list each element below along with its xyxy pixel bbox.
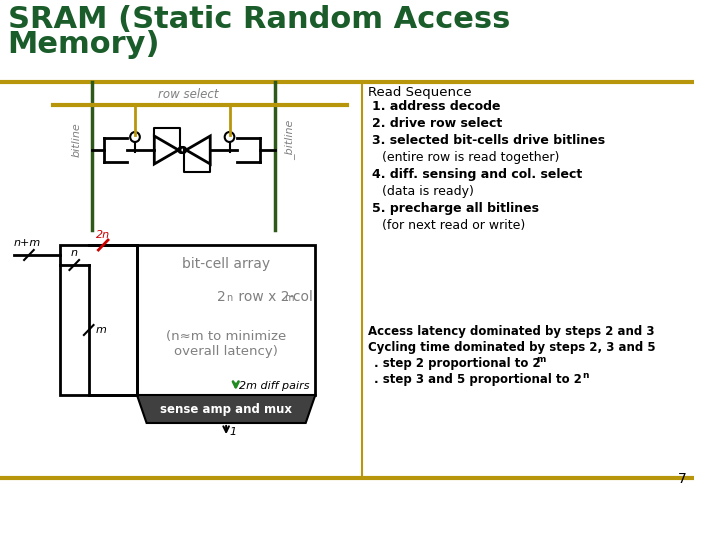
Text: n: n bbox=[71, 248, 78, 258]
Text: (entire row is read together): (entire row is read together) bbox=[382, 151, 559, 164]
Text: row x 2: row x 2 bbox=[234, 290, 289, 304]
Text: (n≈m to minimize
overall latency): (n≈m to minimize overall latency) bbox=[166, 330, 287, 358]
Text: Cycling time dominated by steps 2, 3 and 5: Cycling time dominated by steps 2, 3 and… bbox=[369, 341, 656, 354]
Text: bitline: bitline bbox=[72, 123, 82, 157]
Text: Memory): Memory) bbox=[8, 30, 161, 59]
Text: Read Sequence: Read Sequence bbox=[369, 86, 472, 99]
Text: 4. diff. sensing and col. select: 4. diff. sensing and col. select bbox=[372, 168, 582, 181]
Text: sense amp and mux: sense amp and mux bbox=[160, 402, 292, 415]
Text: . step 3 and 5 proportional to 2: . step 3 and 5 proportional to 2 bbox=[374, 373, 582, 386]
Text: m: m bbox=[96, 325, 107, 335]
Text: SRAM (Static Random Access: SRAM (Static Random Access bbox=[8, 5, 510, 34]
Text: 2m diff pairs: 2m diff pairs bbox=[238, 381, 309, 391]
Text: (data is ready): (data is ready) bbox=[382, 185, 474, 198]
Text: n+m: n+m bbox=[14, 238, 40, 248]
Polygon shape bbox=[137, 395, 315, 423]
Text: . step 2 proportional to 2: . step 2 proportional to 2 bbox=[374, 357, 541, 370]
Text: 7: 7 bbox=[678, 472, 687, 486]
Text: _bitline: _bitline bbox=[284, 120, 295, 160]
Text: n: n bbox=[226, 293, 233, 303]
Text: -col: -col bbox=[289, 290, 314, 304]
Text: row select: row select bbox=[158, 88, 218, 101]
Text: 3. selected bit-cells drive bitlines: 3. selected bit-cells drive bitlines bbox=[372, 134, 606, 147]
Text: m: m bbox=[536, 355, 546, 364]
Text: n: n bbox=[582, 371, 589, 380]
Text: 2: 2 bbox=[217, 290, 226, 304]
Text: 2n: 2n bbox=[96, 230, 110, 240]
Bar bbox=[137, 245, 315, 395]
Text: 1. address decode: 1. address decode bbox=[372, 100, 500, 113]
Text: Access latency dominated by steps 2 and 3: Access latency dominated by steps 2 and … bbox=[369, 325, 655, 338]
Text: (for next read or write): (for next read or write) bbox=[382, 219, 525, 232]
Text: 5. precharge all bitlines: 5. precharge all bitlines bbox=[372, 202, 539, 215]
Text: m: m bbox=[284, 293, 294, 303]
Text: 2. drive row select: 2. drive row select bbox=[372, 117, 503, 130]
Text: bit-cell array: bit-cell array bbox=[182, 257, 270, 271]
Text: 1: 1 bbox=[229, 427, 236, 437]
